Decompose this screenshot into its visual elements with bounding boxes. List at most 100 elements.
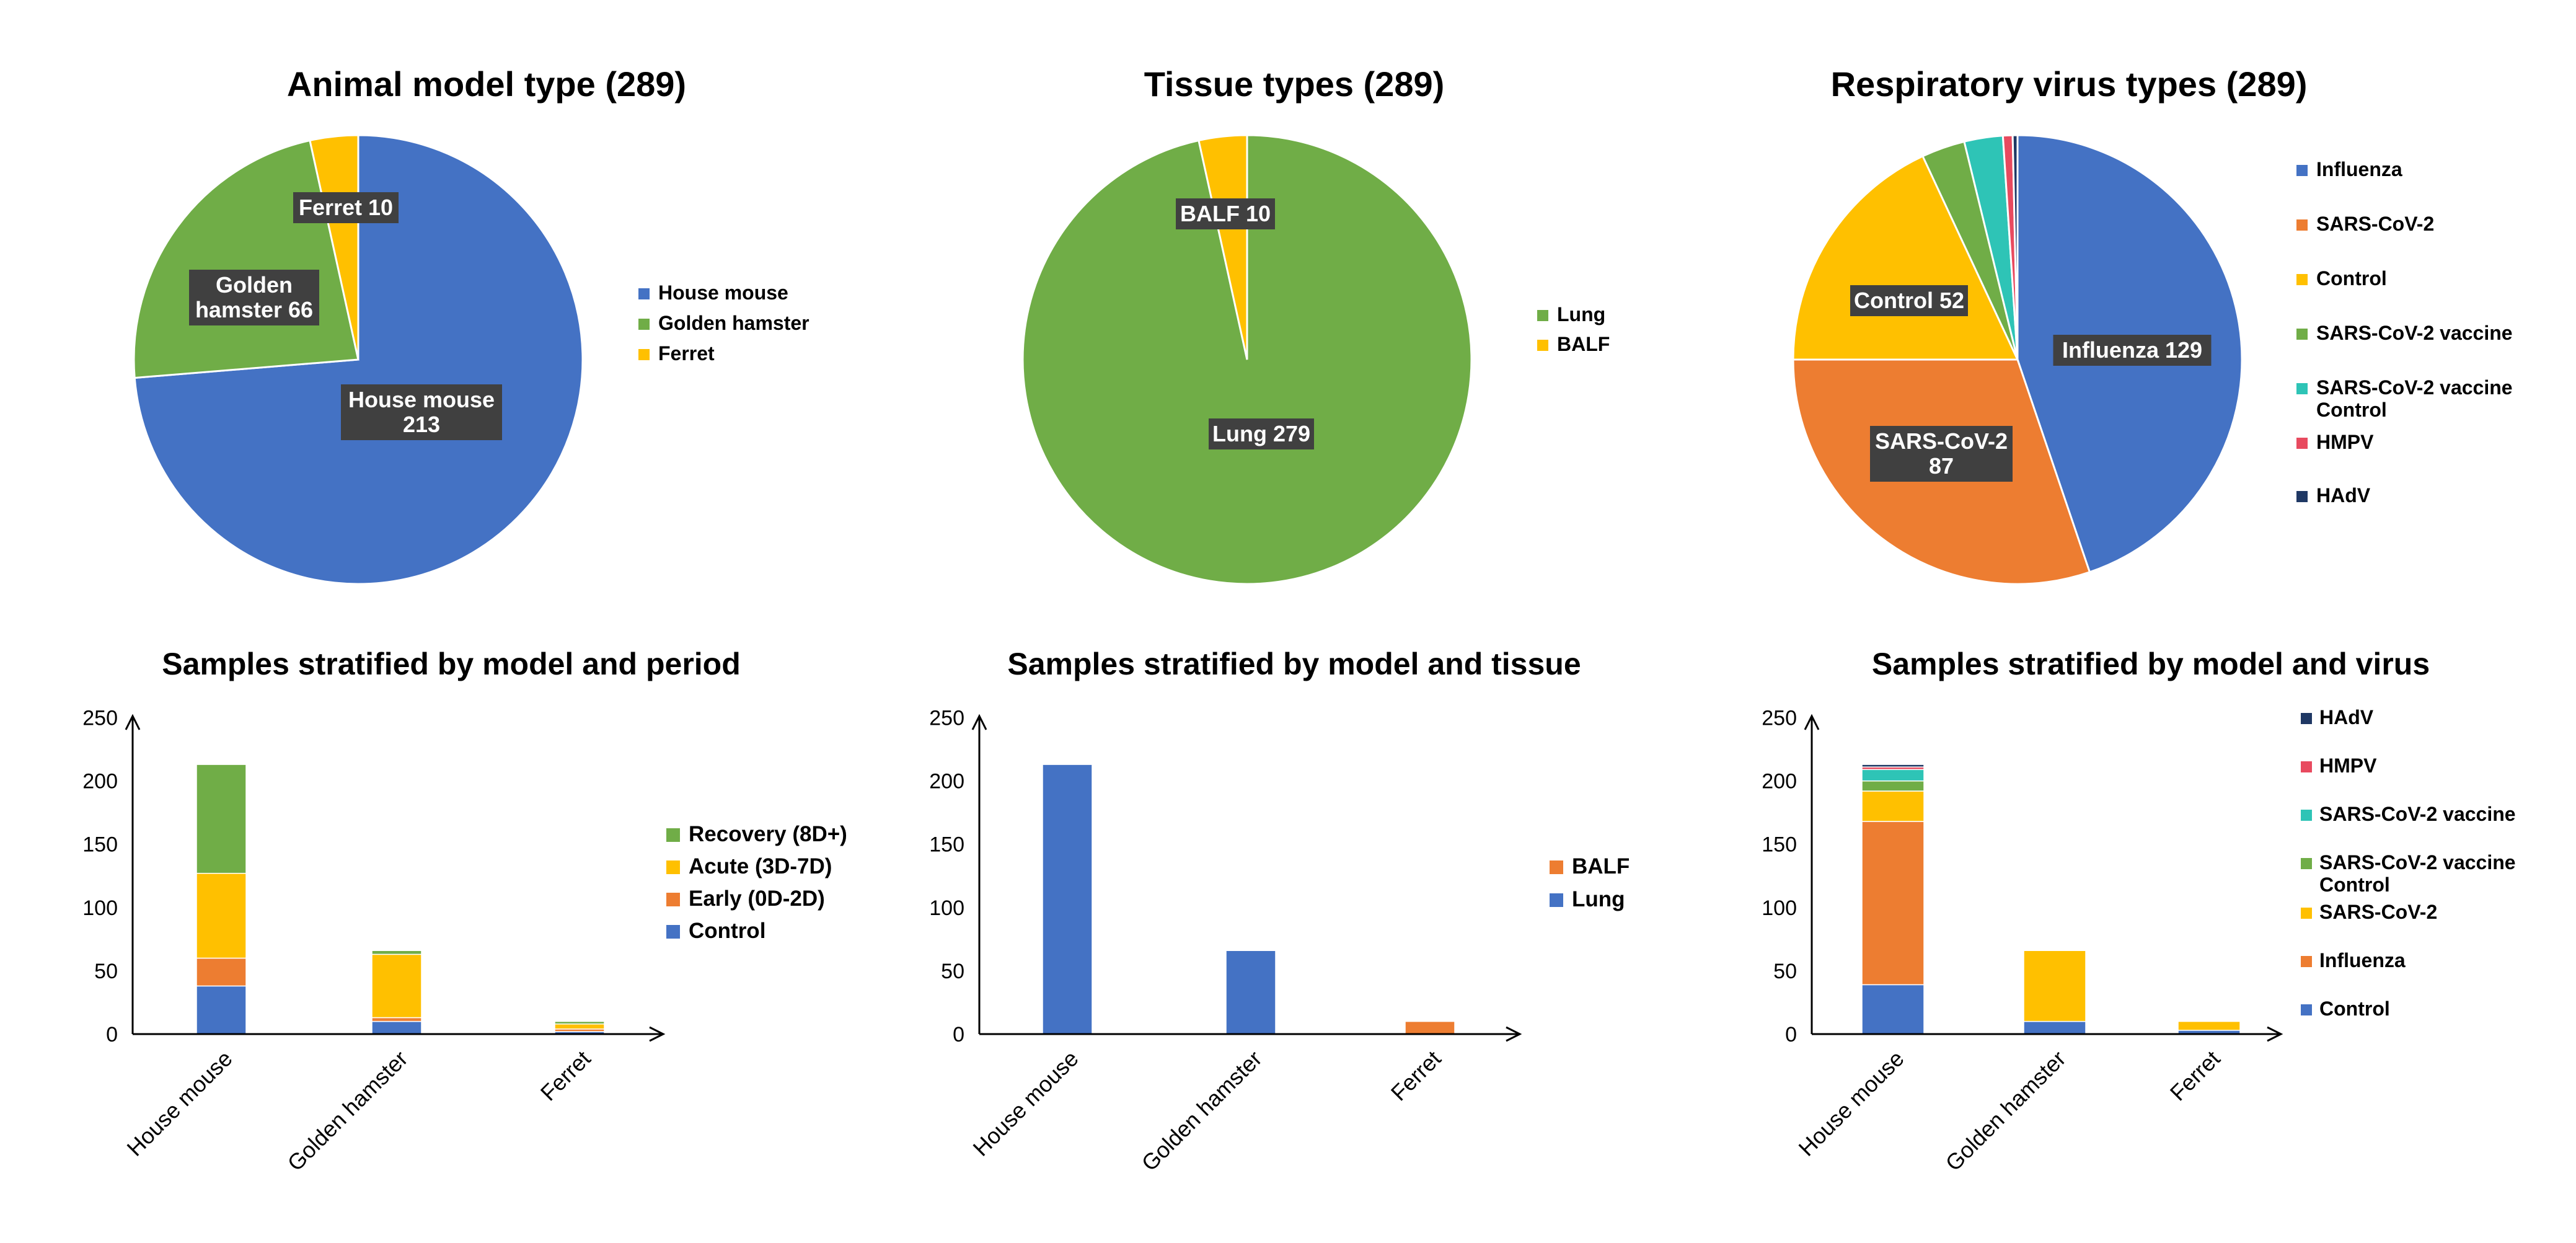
data-label-box [293,192,399,223]
legend-label: Acute (3D-7D) [689,854,832,878]
legend-swatch [2296,219,2308,231]
legend-label: Influenza [2316,158,2402,180]
y-axis-arrow [1804,714,1820,730]
bar-ferret-acute-3d-7d [554,1023,605,1030]
y-tick-label: 200 [82,770,118,794]
legend-item-hadv: HAdV [2296,484,2371,506]
legend-swatch [666,925,680,939]
legend-swatch [1550,893,1563,907]
pie-chart-1: Animal model type (289)House mouse213Gol… [133,64,809,585]
y-tick-label: 150 [1762,833,1797,857]
data-label-box [1209,418,1314,449]
legend-item-sars-cov-2-vaccine: SARS-CoV-2 vaccine [2296,322,2513,344]
legend-label: Lung [1572,887,1625,911]
legend-label: HMPV [2319,754,2377,777]
legend-label: BALF [1557,333,1610,355]
legend-label: Ferret [658,342,715,365]
bar-chart-3: Samples stratified by model and virus 0 50… [1762,647,2515,1176]
legend-label: House mouse [658,281,788,304]
data-label-box [1176,198,1275,229]
legend-item-early-0d-2d: Early (0D-2D) [666,887,825,911]
bar-golden-hamster-acute-3d-7d [371,953,422,1019]
data-label-text: Ferret 10 [299,195,393,220]
legend-swatch [2296,165,2308,176]
legend-label: Control [689,919,765,943]
legend-item-ferret: Ferret [638,342,715,365]
data-label-text: SARS-CoV-2 [1875,428,2008,454]
data-label-balf: BALF 10 [1176,198,1275,229]
pie-title: Tissue types (289) [1144,64,1445,104]
x-axis-arrow [1506,1026,1522,1042]
legend-item-balf: BALF [1550,854,1630,878]
x-tick-label: Ferret [2165,1046,2225,1106]
bar-ferret-sars-cov-2 [2177,1020,2241,1031]
y-tick-label: 50 [1773,960,1797,983]
y-tick-label: 100 [1762,896,1797,920]
pie-slice-ferret [309,134,359,360]
data-label-text: BALF 10 [1180,201,1271,226]
legend-label: HAdV [2319,706,2374,728]
bar-ferret-balf [1405,1020,1455,1035]
pie-slice-balf [1198,134,1248,360]
legend-label: Recovery (8D+) [689,822,847,846]
data-label-control: Control 52 [1850,285,1968,316]
data-label-influenza: Influenza 129 [2053,335,2212,366]
legend-label: Lung [1557,303,1605,325]
legend-swatch [2301,713,2312,724]
legend-swatch [2296,329,2308,340]
y-tick-label: 0 [953,1023,964,1046]
bar-house-mouse-recovery-8d [196,764,247,874]
legend-label: Golden hamster [658,312,809,334]
y-tick-label: 250 [929,707,964,730]
x-axis-arrow [2267,1026,2283,1042]
legend-item-house-mouse: House mouse [638,281,788,304]
data-label-box [1870,426,2013,482]
x-axis-arrow [649,1026,666,1042]
bar-title: Samples stratified by model and virus [1872,647,2430,681]
legend-item-acute-3d-7d: Acute (3D-7D) [666,854,832,878]
data-label-text: 87 [1929,453,1954,479]
data-label-box [2053,335,2212,366]
legend-item-sars-cov-2: SARS-CoV-2 [2296,213,2434,235]
y-tick-label: 100 [929,896,964,920]
x-tick-label: Golden hamster [1137,1046,1267,1176]
data-label-text: 213 [403,412,440,437]
legend-label: BALF [1572,854,1630,878]
legend-label: HAdV [2316,484,2371,506]
x-tick-label: House mouse [968,1046,1083,1161]
bar-title: Samples stratified by model and period [162,647,741,681]
pie-slice-hadv [2011,134,2019,360]
legend-swatch [638,319,650,330]
x-tick-label: Ferret [1386,1046,1446,1106]
legend-swatch [2296,491,2308,502]
bar-golden-hamster-lung [1225,950,1276,1035]
x-tick-label: House mouse [122,1046,237,1161]
data-label-lung: Lung 279 [1209,418,1314,449]
legend-item-hmpv: HMPV [2296,431,2374,453]
legend-label: SARS-CoV-2 vaccine [2319,851,2516,874]
legend-label: SARS-CoV-2 vaccine [2319,803,2516,825]
data-label-text: Influenza 129 [2062,337,2202,363]
bar-golden-hamster-early-0d-2d [371,1017,422,1022]
data-label-text: Golden [216,272,293,298]
legend-item-lung: Lung [1550,887,1625,911]
y-tick-label: 0 [1785,1023,1797,1046]
bar-chart-2: Samples stratified by model and tissue 0 5… [929,647,1630,1176]
data-label-text: hamster 66 [195,297,313,322]
bar-chart-1: Samples stratified by model and period 0 5… [82,647,847,1176]
pie-title: Respiratory virus types (289) [1831,64,2308,104]
legend-label: Early (0D-2D) [689,887,825,911]
legend-swatch [2301,956,2312,967]
bar-house-mouse-hadv [1861,764,1925,767]
legend-swatch [2301,908,2312,919]
legend-label: SARS-CoV-2 vaccine [2316,322,2513,344]
legend-label: SARS-CoV-2 vaccine [2316,376,2513,399]
pie-chart-3: Respiratory virus types (289) Influenza 1… [1792,64,2513,585]
y-tick-label: 250 [82,707,118,730]
legend-swatch [666,860,680,874]
